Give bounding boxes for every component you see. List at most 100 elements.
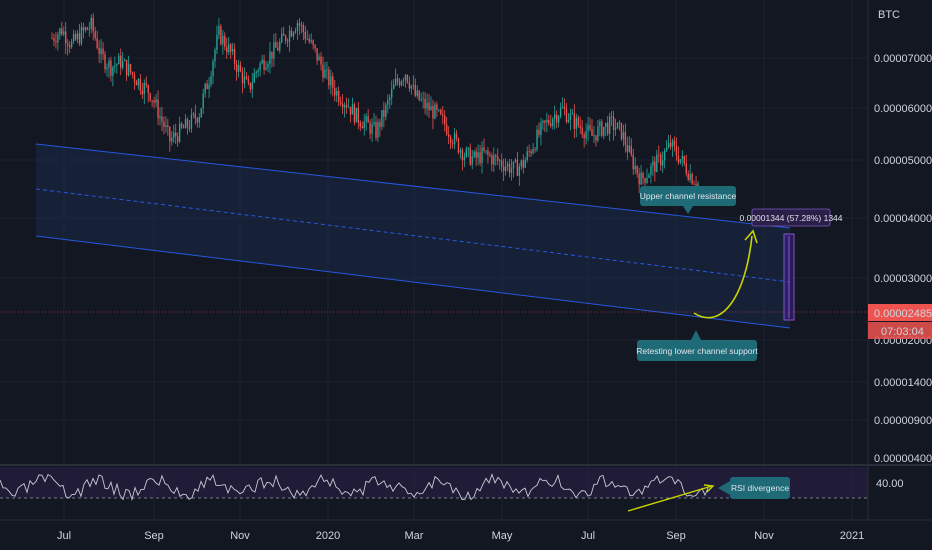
candles-group [51, 13, 699, 197]
rsi-divergence-arrow[interactable] [627, 485, 713, 512]
candle-body [228, 44, 230, 53]
candle-body [153, 100, 155, 103]
candle-body [608, 116, 611, 134]
price-tick: 0.00000400 [874, 453, 932, 465]
candle-body [92, 17, 94, 32]
candle-body [53, 38, 55, 41]
candle-body [210, 76, 212, 85]
candle-body [693, 183, 695, 185]
current-price-badge [868, 304, 932, 321]
candle-body [544, 120, 546, 123]
candle-body [173, 132, 175, 138]
candle-body [410, 85, 413, 89]
candle-body [334, 87, 336, 96]
candle-body [283, 33, 285, 36]
candle-body [689, 173, 691, 180]
time-label: Jul [581, 530, 595, 542]
candle-body [102, 48, 104, 55]
candle-body [359, 122, 361, 127]
rsi-divergence-arrowhead [703, 484, 715, 493]
candle-body [373, 122, 375, 125]
lower-channel-line[interactable] [35, 235, 791, 329]
candle-body [133, 74, 136, 82]
candle-body [151, 100, 153, 101]
candle-body [577, 117, 579, 126]
candle-body [196, 118, 198, 123]
candle-body [540, 122, 542, 135]
candle-body [571, 113, 574, 115]
candle-body [284, 35, 287, 41]
candle-body [141, 90, 144, 95]
candle-body [214, 49, 216, 62]
candle-body [275, 42, 277, 48]
candle-body [294, 31, 297, 33]
candle-body [457, 138, 460, 153]
candle-body [691, 173, 693, 184]
candle-body [622, 132, 625, 140]
candle-body [585, 131, 587, 139]
candle-body [677, 155, 680, 163]
candle-body [59, 28, 61, 35]
candle-body [599, 121, 601, 127]
price-axis-panel[interactable] [868, 0, 932, 465]
candle-body [127, 64, 130, 76]
candle-body [510, 168, 513, 173]
candle-body [589, 125, 591, 130]
price-axis-unit-label: BTC [878, 9, 900, 21]
upper-channel-callout[interactable]: Upper channel resistance [640, 186, 737, 214]
candle-body [579, 125, 581, 128]
lower-channel-callout[interactable]: Retesting lower channel support [636, 330, 758, 361]
price-tick: 0.00003000 [874, 273, 932, 285]
rsi-divergence-text: RSI divergence [731, 483, 789, 493]
candle-body [416, 90, 418, 96]
countdown-badge [868, 322, 932, 339]
candle-body [487, 150, 489, 155]
price-tick: 0.00006000 [874, 103, 932, 115]
candle-body [428, 102, 430, 111]
candle-body [326, 69, 328, 71]
candle-body [508, 163, 511, 173]
candle-body [345, 104, 348, 107]
candle-body [182, 127, 185, 129]
candle-body [404, 74, 407, 81]
projection-curve[interactable] [693, 235, 753, 319]
candle-body [206, 83, 208, 90]
candle-body [532, 149, 534, 154]
candle-body [561, 106, 564, 108]
middle-channel-line[interactable] [35, 188, 791, 283]
candle-body [253, 73, 255, 83]
candle-body [198, 117, 200, 123]
price-tick: 0.00001400 [874, 377, 932, 389]
candle-body [137, 78, 140, 86]
candle-body [259, 63, 261, 71]
candle-body [184, 119, 187, 129]
candle-body [216, 34, 218, 50]
candle-body [667, 142, 670, 148]
candle-body [442, 114, 444, 116]
candle-body [200, 108, 202, 118]
lower-channel-callout-text: Retesting lower channel support [636, 346, 758, 356]
candle-body [548, 120, 550, 124]
candle-body [424, 98, 426, 109]
candle-body [277, 47, 279, 51]
rsi-axis-panel [868, 466, 932, 520]
candle-body [453, 133, 456, 144]
current-price-text: 0.00002485 [874, 308, 932, 320]
candle-body [485, 150, 487, 152]
candle-body [467, 147, 469, 149]
measure-label[interactable]: 0.00001344 (57.28%) 1344 [739, 208, 843, 227]
candle-body [120, 55, 122, 68]
candle-body [536, 129, 538, 150]
candle-body [660, 154, 662, 166]
time-axis-panel[interactable] [0, 521, 868, 550]
candle-body [332, 76, 334, 88]
candle-body [506, 163, 509, 167]
candle-body [139, 78, 142, 91]
upper-channel-line[interactable] [35, 143, 791, 229]
rsi-divergence-callout[interactable]: RSI divergence [718, 477, 790, 499]
candle-body [528, 151, 530, 153]
candle-body [263, 59, 265, 70]
candle-body [669, 142, 672, 147]
candle-body [61, 28, 63, 35]
